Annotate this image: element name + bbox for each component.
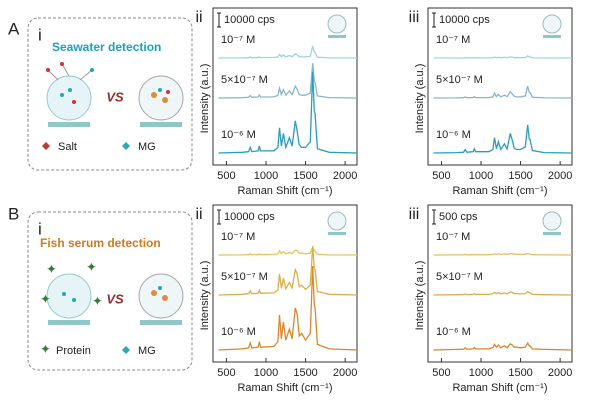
legend-label: Salt	[58, 141, 77, 153]
panel-label: iii	[409, 9, 420, 26]
panel-label: i	[38, 219, 42, 238]
series-label: 10⁻⁶ M	[221, 129, 256, 141]
x-tick-label: 1500	[293, 170, 317, 182]
scale-bar-label: 10000 cps	[224, 211, 275, 223]
legend-marker	[122, 142, 130, 150]
inset-icon	[327, 211, 347, 231]
scale-bar-label: 10000 cps	[439, 14, 490, 26]
illustration	[46, 62, 184, 127]
y-axis-label: Intensity (a.u.)	[414, 64, 426, 134]
series-label: 10⁻⁷ M	[221, 231, 255, 243]
spectrum-line	[433, 124, 573, 154]
x-tick-label: 500	[217, 170, 235, 182]
spectrum-line	[218, 245, 358, 296]
series-label: 10⁻⁶ M	[436, 326, 471, 338]
x-tick-label: 2000	[548, 170, 572, 182]
series-label: 5×10⁻⁷ M	[436, 74, 483, 86]
x-tick-label: 1500	[293, 367, 317, 379]
series-label: 10⁻⁷ M	[436, 34, 470, 46]
svg-text:✦: ✦	[40, 291, 51, 306]
x-tick-label: 2000	[333, 170, 357, 182]
schematic-title: Fish serum detection	[40, 236, 161, 250]
scale-bar-label: 10000 cps	[224, 14, 275, 26]
spectrum-line	[433, 55, 572, 59]
schematic-title: Seawater detection	[52, 40, 161, 54]
y-axis-label: Intensity (a.u.)	[414, 261, 426, 331]
vs-label: VS	[106, 89, 124, 104]
x-tick-label: 1000	[254, 367, 278, 379]
vs-label: VS	[106, 291, 124, 306]
legend-marker: ✦	[40, 341, 51, 356]
inset-icon	[328, 232, 346, 235]
x-tick-label: 500	[432, 170, 450, 182]
spectrum-line	[218, 62, 358, 99]
spectrum-line	[218, 45, 358, 59]
x-axis-label: Raman Shift (cm⁻¹)	[237, 382, 332, 394]
panel-label: iii	[409, 206, 420, 223]
series-label: 10⁻⁶ M	[436, 129, 471, 141]
x-tick-label: 2000	[548, 367, 572, 379]
legend-label: MG	[138, 141, 156, 153]
inset-icon	[543, 232, 561, 235]
inset-icon	[328, 35, 346, 38]
schematic-box	[27, 211, 193, 371]
panel-label: ii	[195, 9, 202, 26]
svg-text:✦: ✦	[86, 259, 97, 274]
x-axis-label: Raman Shift (cm⁻¹)	[237, 185, 332, 197]
legend-label: Protein	[56, 345, 91, 357]
schematic-box	[27, 17, 193, 171]
plot-frame	[427, 7, 573, 166]
legend-label: MG	[138, 345, 156, 357]
series-label: 10⁻⁶ M	[221, 326, 256, 338]
series-label: 5×10⁻⁷ M	[221, 74, 268, 86]
series-label: 5×10⁻⁷ M	[436, 271, 483, 283]
plot-frame	[212, 7, 358, 166]
y-axis-label: Intensity (a.u.)	[199, 261, 211, 331]
x-axis-label: Raman Shift (cm⁻¹)	[452, 382, 547, 394]
inset-icon	[542, 14, 562, 34]
spectrum-line	[433, 85, 573, 99]
legend-marker	[122, 346, 130, 354]
inset-icon	[542, 211, 562, 231]
plot-frame	[427, 204, 573, 363]
y-axis-label: Intensity (a.u.)	[199, 64, 211, 134]
x-tick-label: 1500	[508, 367, 532, 379]
series-label: 10⁻⁷ M	[436, 231, 470, 243]
series-label: 10⁻⁷ M	[221, 34, 255, 46]
spectrum-line	[433, 341, 573, 351]
spectrum-line	[218, 71, 358, 154]
series-label: 5×10⁻⁷ M	[221, 271, 268, 283]
svg-text:✦: ✦	[46, 261, 57, 276]
x-tick-label: 1000	[254, 170, 278, 182]
x-axis-label: Raman Shift (cm⁻¹)	[452, 185, 547, 197]
plot-frame	[212, 204, 358, 363]
x-tick-label: 1000	[469, 367, 493, 379]
spectrum-line	[433, 290, 573, 296]
inset-icon	[327, 14, 347, 34]
x-tick-label: 500	[432, 367, 450, 379]
inset-icon	[543, 35, 561, 38]
svg-text:✦: ✦	[92, 293, 103, 308]
panel-label: ii	[195, 206, 202, 223]
legend-marker	[42, 142, 50, 150]
x-tick-label: 1000	[469, 170, 493, 182]
spectrum-line	[218, 265, 358, 351]
x-tick-label: 1500	[508, 170, 532, 182]
x-tick-label: 2000	[333, 367, 357, 379]
row-label: A	[8, 19, 20, 38]
row-label: B	[8, 204, 19, 223]
illustration: ✦ ✦ ✦ ✦	[40, 259, 184, 325]
spectrum-line	[433, 252, 573, 256]
scale-bar-label: 500 cps	[439, 211, 478, 223]
x-tick-label: 500	[217, 367, 235, 379]
spectrum-line	[218, 245, 358, 256]
panel-label: i	[38, 25, 42, 44]
